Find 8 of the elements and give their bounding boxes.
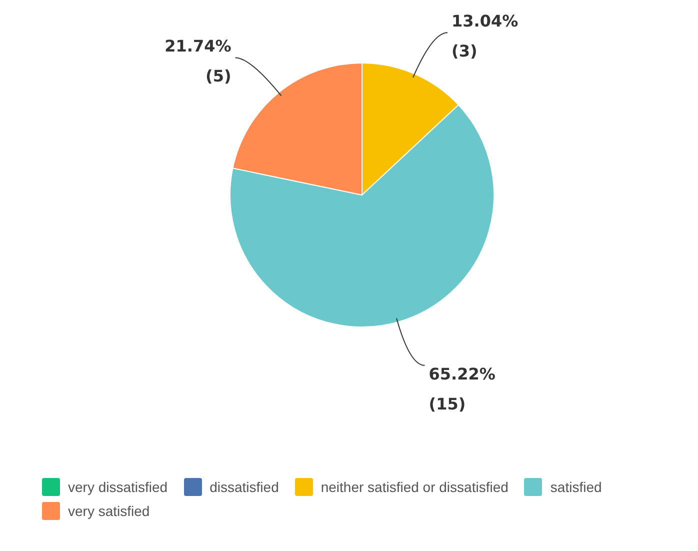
legend-label: very satisfied [68, 503, 150, 519]
data-label: 65.22% (15) [428, 364, 496, 414]
data-label: 13.04% (3) [452, 12, 518, 61]
data-label: 21.74% (5) [164, 36, 232, 86]
legend-label: neither satisfied or dissatisfied [320, 479, 508, 495]
legend-label: very dissatisfied [68, 479, 168, 495]
legend-label: satisfied [550, 479, 602, 495]
legend-label: dissatisfied [210, 479, 279, 495]
